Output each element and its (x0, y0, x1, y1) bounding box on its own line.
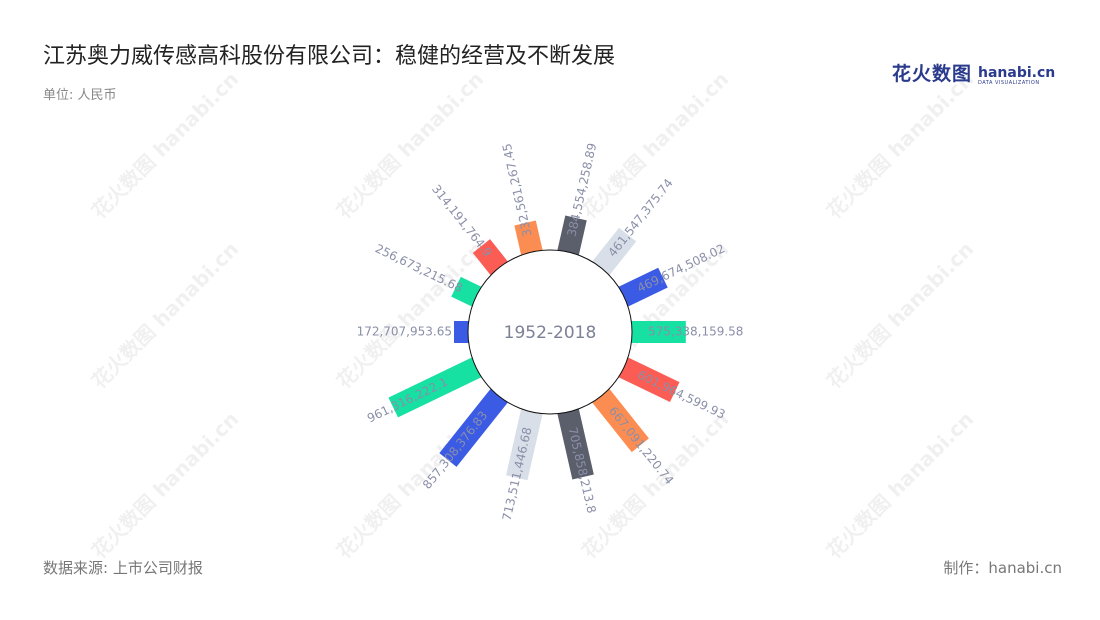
center-circle (467, 249, 633, 415)
bar-group (613, 267, 668, 309)
bar-value-label: 469,674,508.02 (635, 241, 727, 295)
maker-credit: 制作：hanabi.cn (943, 559, 1062, 577)
bar-value-label: 857,308,376.83 (420, 408, 490, 491)
bar-group (588, 227, 637, 280)
bar-value-label: 575,338,159.58 (648, 325, 743, 339)
bar-group (588, 384, 649, 453)
hanabi-logo: 花火数图 hanabi.cn DATA VISUALIZATION (892, 60, 1055, 86)
bar (506, 403, 544, 481)
center-label: 1952-2018 (504, 323, 597, 343)
logo-en-block: hanabi.cn DATA VISUALIZATION (978, 66, 1055, 86)
unit-label: 单位: 人民币 (43, 88, 117, 103)
bar-group (626, 321, 686, 343)
bar (388, 355, 487, 418)
data-source: 数据来源: 上市公司财报 (43, 559, 203, 577)
bar-group (556, 215, 587, 261)
bar-value-label: 601,964,599.93 (635, 368, 727, 422)
bar (439, 384, 512, 467)
bar-group (439, 384, 512, 467)
bar-value-label: 667,091,220.74 (606, 404, 676, 487)
bar-group (514, 220, 544, 261)
logo-cn-text: 花火数图 (892, 63, 973, 85)
bar-value-label: 314,191,764.9 (429, 182, 495, 259)
bar-value-label: 256,673,215.68 (373, 241, 465, 295)
bar (613, 355, 680, 402)
bar-value-label: 713,511,446.68 (500, 426, 535, 522)
bar-group (613, 355, 680, 402)
bar (588, 384, 649, 453)
bar-value-label: 961,316,222.1 (365, 375, 450, 426)
logo-en-text: hanabi.cn (978, 65, 1056, 81)
bar-group (506, 403, 544, 481)
bar-group (388, 355, 487, 418)
page-title: 江苏奥力威传感高科股份有限公司：稳健的经营及不断发展 (43, 44, 616, 69)
bar (588, 227, 637, 280)
bar (613, 267, 668, 309)
bar (556, 403, 594, 480)
bar-value-label: 332,561,267.45 (500, 142, 535, 238)
logo-sub-text: DATA VISUALIZATION (978, 80, 1040, 86)
bar (626, 321, 686, 343)
bar-value-label: 172,707,953.65 (357, 325, 452, 339)
bar (514, 220, 544, 261)
bar-value-label: 461,547,375.74 (605, 176, 675, 259)
bar (556, 215, 587, 261)
bar-group (556, 403, 594, 480)
